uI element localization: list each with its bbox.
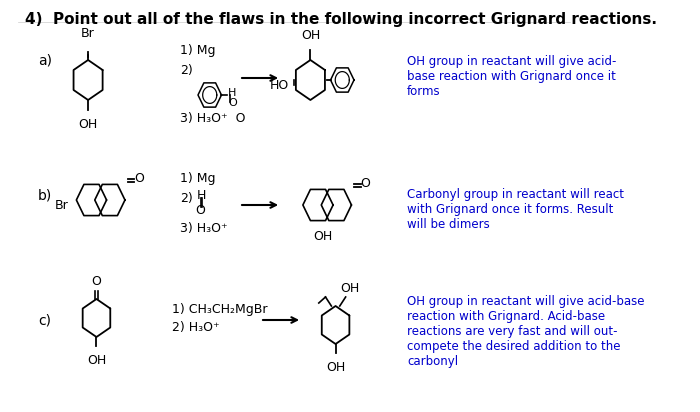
Text: O: O: [134, 171, 144, 185]
Text: 1) Mg: 1) Mg: [181, 44, 216, 56]
Text: OH: OH: [314, 230, 332, 243]
Text: 4)  Point out all of the flaws in the following incorrect Grignard reactions.: 4) Point out all of the flaws in the fol…: [25, 12, 657, 27]
Text: Carbonyl group in reactant will react
with Grignard once it forms. Result
will b: Carbonyl group in reactant will react wi…: [407, 188, 624, 231]
Text: OH: OH: [326, 361, 345, 374]
Text: Br: Br: [81, 27, 95, 40]
Text: H: H: [228, 88, 237, 98]
Text: Br: Br: [55, 199, 69, 211]
Text: 2): 2): [181, 63, 193, 77]
Text: 2): 2): [181, 192, 193, 204]
Text: c): c): [38, 313, 51, 327]
Text: OH: OH: [340, 282, 359, 295]
Text: O: O: [92, 275, 102, 288]
Text: H: H: [197, 189, 206, 201]
Text: OH group in reactant will give acid-
base reaction with Grignard once it
forms: OH group in reactant will give acid- bas…: [407, 55, 616, 98]
Text: HO: HO: [270, 79, 289, 91]
Text: O: O: [360, 176, 370, 190]
Text: 1) CH₃CH₂MgBr: 1) CH₃CH₂MgBr: [172, 304, 267, 316]
Text: OH: OH: [87, 354, 106, 367]
Text: OH: OH: [301, 29, 320, 42]
Text: 2) H₃O⁺: 2) H₃O⁺: [172, 321, 220, 335]
Text: OH group in reactant will give acid-base
reaction with Grignard. Acid-base
react: OH group in reactant will give acid-base…: [407, 295, 645, 368]
Text: 1) Mg: 1) Mg: [181, 171, 216, 185]
Text: a): a): [38, 53, 52, 67]
Text: O: O: [195, 204, 205, 216]
Text: O: O: [228, 98, 237, 108]
Text: 3) H₃O⁺  O: 3) H₃O⁺ O: [181, 112, 246, 124]
Text: b): b): [38, 188, 52, 202]
Text: 3) H₃O⁺: 3) H₃O⁺: [181, 222, 228, 234]
Text: OH: OH: [78, 118, 98, 131]
